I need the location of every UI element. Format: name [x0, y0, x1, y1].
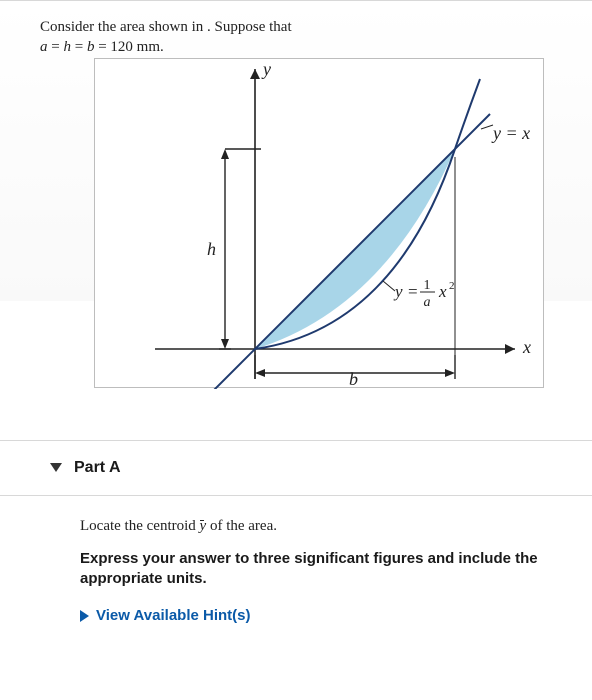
line-y-equals-x: [210, 114, 490, 389]
part-a-header[interactable]: Part A: [0, 440, 592, 496]
svg-text:x: x: [438, 282, 447, 301]
part-a-body: Locate the centroid y of the area. Expre…: [0, 496, 592, 635]
eq1: =: [51, 39, 63, 55]
parabola-label: y = 1 a x 2: [393, 278, 455, 310]
part-a-title: Part A: [74, 459, 121, 476]
problem-text: Consider the area shown in . Suppose tha…: [40, 17, 562, 58]
expand-icon: [80, 610, 89, 622]
instruction: Locate the centroid y of the area.: [80, 518, 552, 535]
eq3: =: [98, 39, 110, 55]
view-hints-button[interactable]: View Available Hint(s): [80, 607, 552, 624]
spacer: [0, 408, 592, 440]
svg-text:=: =: [408, 282, 418, 301]
unit: mm: [137, 39, 160, 55]
instr-post: of the area.: [206, 518, 277, 534]
line-label: y = x: [491, 123, 530, 143]
eq2: =: [75, 39, 87, 55]
bold-instruction: Express your answer to three significant…: [80, 549, 552, 590]
svg-text:1: 1: [424, 278, 431, 293]
var-b: b: [87, 39, 95, 55]
val: 120: [110, 39, 133, 55]
svg-text:2: 2: [449, 280, 455, 292]
b-label: b: [349, 369, 358, 389]
x-axis-label: x: [522, 337, 531, 357]
figure-svg: h b x y y = x: [95, 59, 545, 389]
svg-text:a: a: [424, 295, 431, 310]
figure: h b x y y = x: [94, 58, 544, 388]
intro-text: Consider the area shown in . Suppose tha…: [40, 19, 292, 35]
svg-text:y: y: [393, 282, 403, 301]
var-a: a: [40, 39, 48, 55]
problem-statement-block: Consider the area shown in . Suppose tha…: [0, 0, 592, 408]
y-axis-label: y: [261, 59, 271, 79]
hints-label: View Available Hint(s): [96, 607, 251, 624]
h-label: h: [207, 239, 216, 259]
problem-container: Consider the area shown in . Suppose tha…: [0, 0, 592, 634]
collapse-icon: [50, 463, 62, 472]
var-h: h: [63, 39, 71, 55]
instr-pre: Locate the centroid: [80, 518, 200, 534]
ybar-symbol: y: [200, 518, 207, 534]
period: .: [160, 39, 164, 55]
